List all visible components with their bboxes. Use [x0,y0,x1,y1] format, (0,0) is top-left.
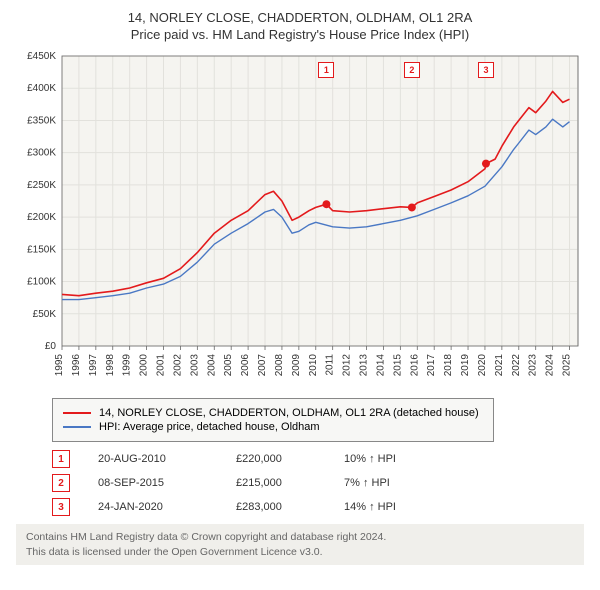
svg-text:2006: 2006 [240,354,251,377]
legend-row: HPI: Average price, detached house, Oldh… [63,421,483,433]
svg-text:2017: 2017 [426,354,437,377]
sale-diff: 10% ↑ HPI [344,453,444,465]
sale-diff: 7% ↑ HPI [344,477,444,489]
sale-price: £215,000 [236,477,316,489]
legend-swatch [63,412,91,414]
svg-text:£400K: £400K [27,83,56,94]
svg-text:£250K: £250K [27,180,56,191]
sale-date: 24-JAN-2020 [98,501,208,513]
svg-text:2007: 2007 [257,354,268,377]
svg-text:2003: 2003 [189,354,200,377]
svg-text:1999: 1999 [122,354,133,377]
svg-text:2012: 2012 [342,354,353,377]
svg-text:£300K: £300K [27,148,56,159]
svg-text:2018: 2018 [443,354,454,377]
svg-text:2022: 2022 [511,354,522,377]
sales-table: 1 20-AUG-2010 £220,000 10% ↑ HPI 2 08-SEP-201… [52,450,584,516]
footer-line2: This data is licensed under the Open Gov… [26,545,574,560]
footer-attribution: Contains HM Land Registry data © Crown c… [16,524,584,565]
sale-price: £283,000 [236,501,316,513]
svg-text:2000: 2000 [139,354,150,377]
svg-text:1997: 1997 [88,354,99,377]
svg-text:2009: 2009 [291,354,302,377]
legend-row: 14, NORLEY CLOSE, CHADDERTON, OLDHAM, OL… [63,407,483,419]
svg-text:£150K: £150K [27,244,56,255]
sale-row: 3 24-JAN-2020 £283,000 14% ↑ HPI [52,498,584,516]
svg-text:2023: 2023 [528,354,539,377]
svg-text:2004: 2004 [206,354,217,377]
sale-badge: 1 [52,450,70,468]
chart-title-subtitle: Price paid vs. HM Land Registry's House … [12,27,588,42]
svg-text:2014: 2014 [375,354,386,377]
sale-badge: 3 [52,498,70,516]
svg-text:2010: 2010 [308,354,319,377]
sale-date: 08-SEP-2015 [98,477,208,489]
sale-badge: 2 [52,474,70,492]
chart-svg: £0 £50K £100K £150K £200K £250K £300K £350K £400… [12,48,588,388]
sale-marker-label: 3 [478,62,494,78]
svg-text:£0: £0 [45,341,57,352]
svg-text:1996: 1996 [71,354,82,377]
legend-label: HPI: Average price, detached house, Oldh… [99,421,320,433]
svg-text:£350K: £350K [27,115,56,126]
svg-text:2019: 2019 [460,354,471,377]
sale-row: 1 20-AUG-2010 £220,000 10% ↑ HPI [52,450,584,468]
svg-text:2001: 2001 [156,354,167,377]
sale-marker-label: 1 [318,62,334,78]
price-chart: £0 £50K £100K £150K £200K £250K £300K £350K £400… [12,48,588,388]
svg-text:2025: 2025 [562,354,573,377]
svg-text:£450K: £450K [27,51,56,62]
svg-text:£100K: £100K [27,277,56,288]
svg-text:2024: 2024 [545,354,556,377]
legend: 14, NORLEY CLOSE, CHADDERTON, OLDHAM, OL… [52,398,494,442]
svg-text:2020: 2020 [477,354,488,377]
svg-text:2015: 2015 [392,354,403,377]
footer-line1: Contains HM Land Registry data © Crown c… [26,530,574,545]
svg-text:2016: 2016 [409,354,420,377]
svg-text:1995: 1995 [54,354,65,377]
legend-label: 14, NORLEY CLOSE, CHADDERTON, OLDHAM, OL… [99,407,479,419]
svg-text:2008: 2008 [274,354,285,377]
chart-title-address: 14, NORLEY CLOSE, CHADDERTON, OLDHAM, OL… [12,10,588,25]
legend-swatch [63,426,91,428]
sale-diff: 14% ↑ HPI [344,501,444,513]
svg-text:2002: 2002 [172,354,183,377]
sale-price: £220,000 [236,453,316,465]
sale-date: 20-AUG-2010 [98,453,208,465]
svg-text:2021: 2021 [494,354,505,377]
svg-text:1998: 1998 [105,354,116,377]
svg-text:2011: 2011 [325,354,336,376]
svg-text:£50K: £50K [33,309,57,320]
svg-text:2005: 2005 [223,354,234,377]
sale-marker-label: 2 [404,62,420,78]
svg-text:£200K: £200K [27,212,56,223]
svg-text:2013: 2013 [359,354,370,377]
sale-row: 2 08-SEP-2015 £215,000 7% ↑ HPI [52,474,584,492]
